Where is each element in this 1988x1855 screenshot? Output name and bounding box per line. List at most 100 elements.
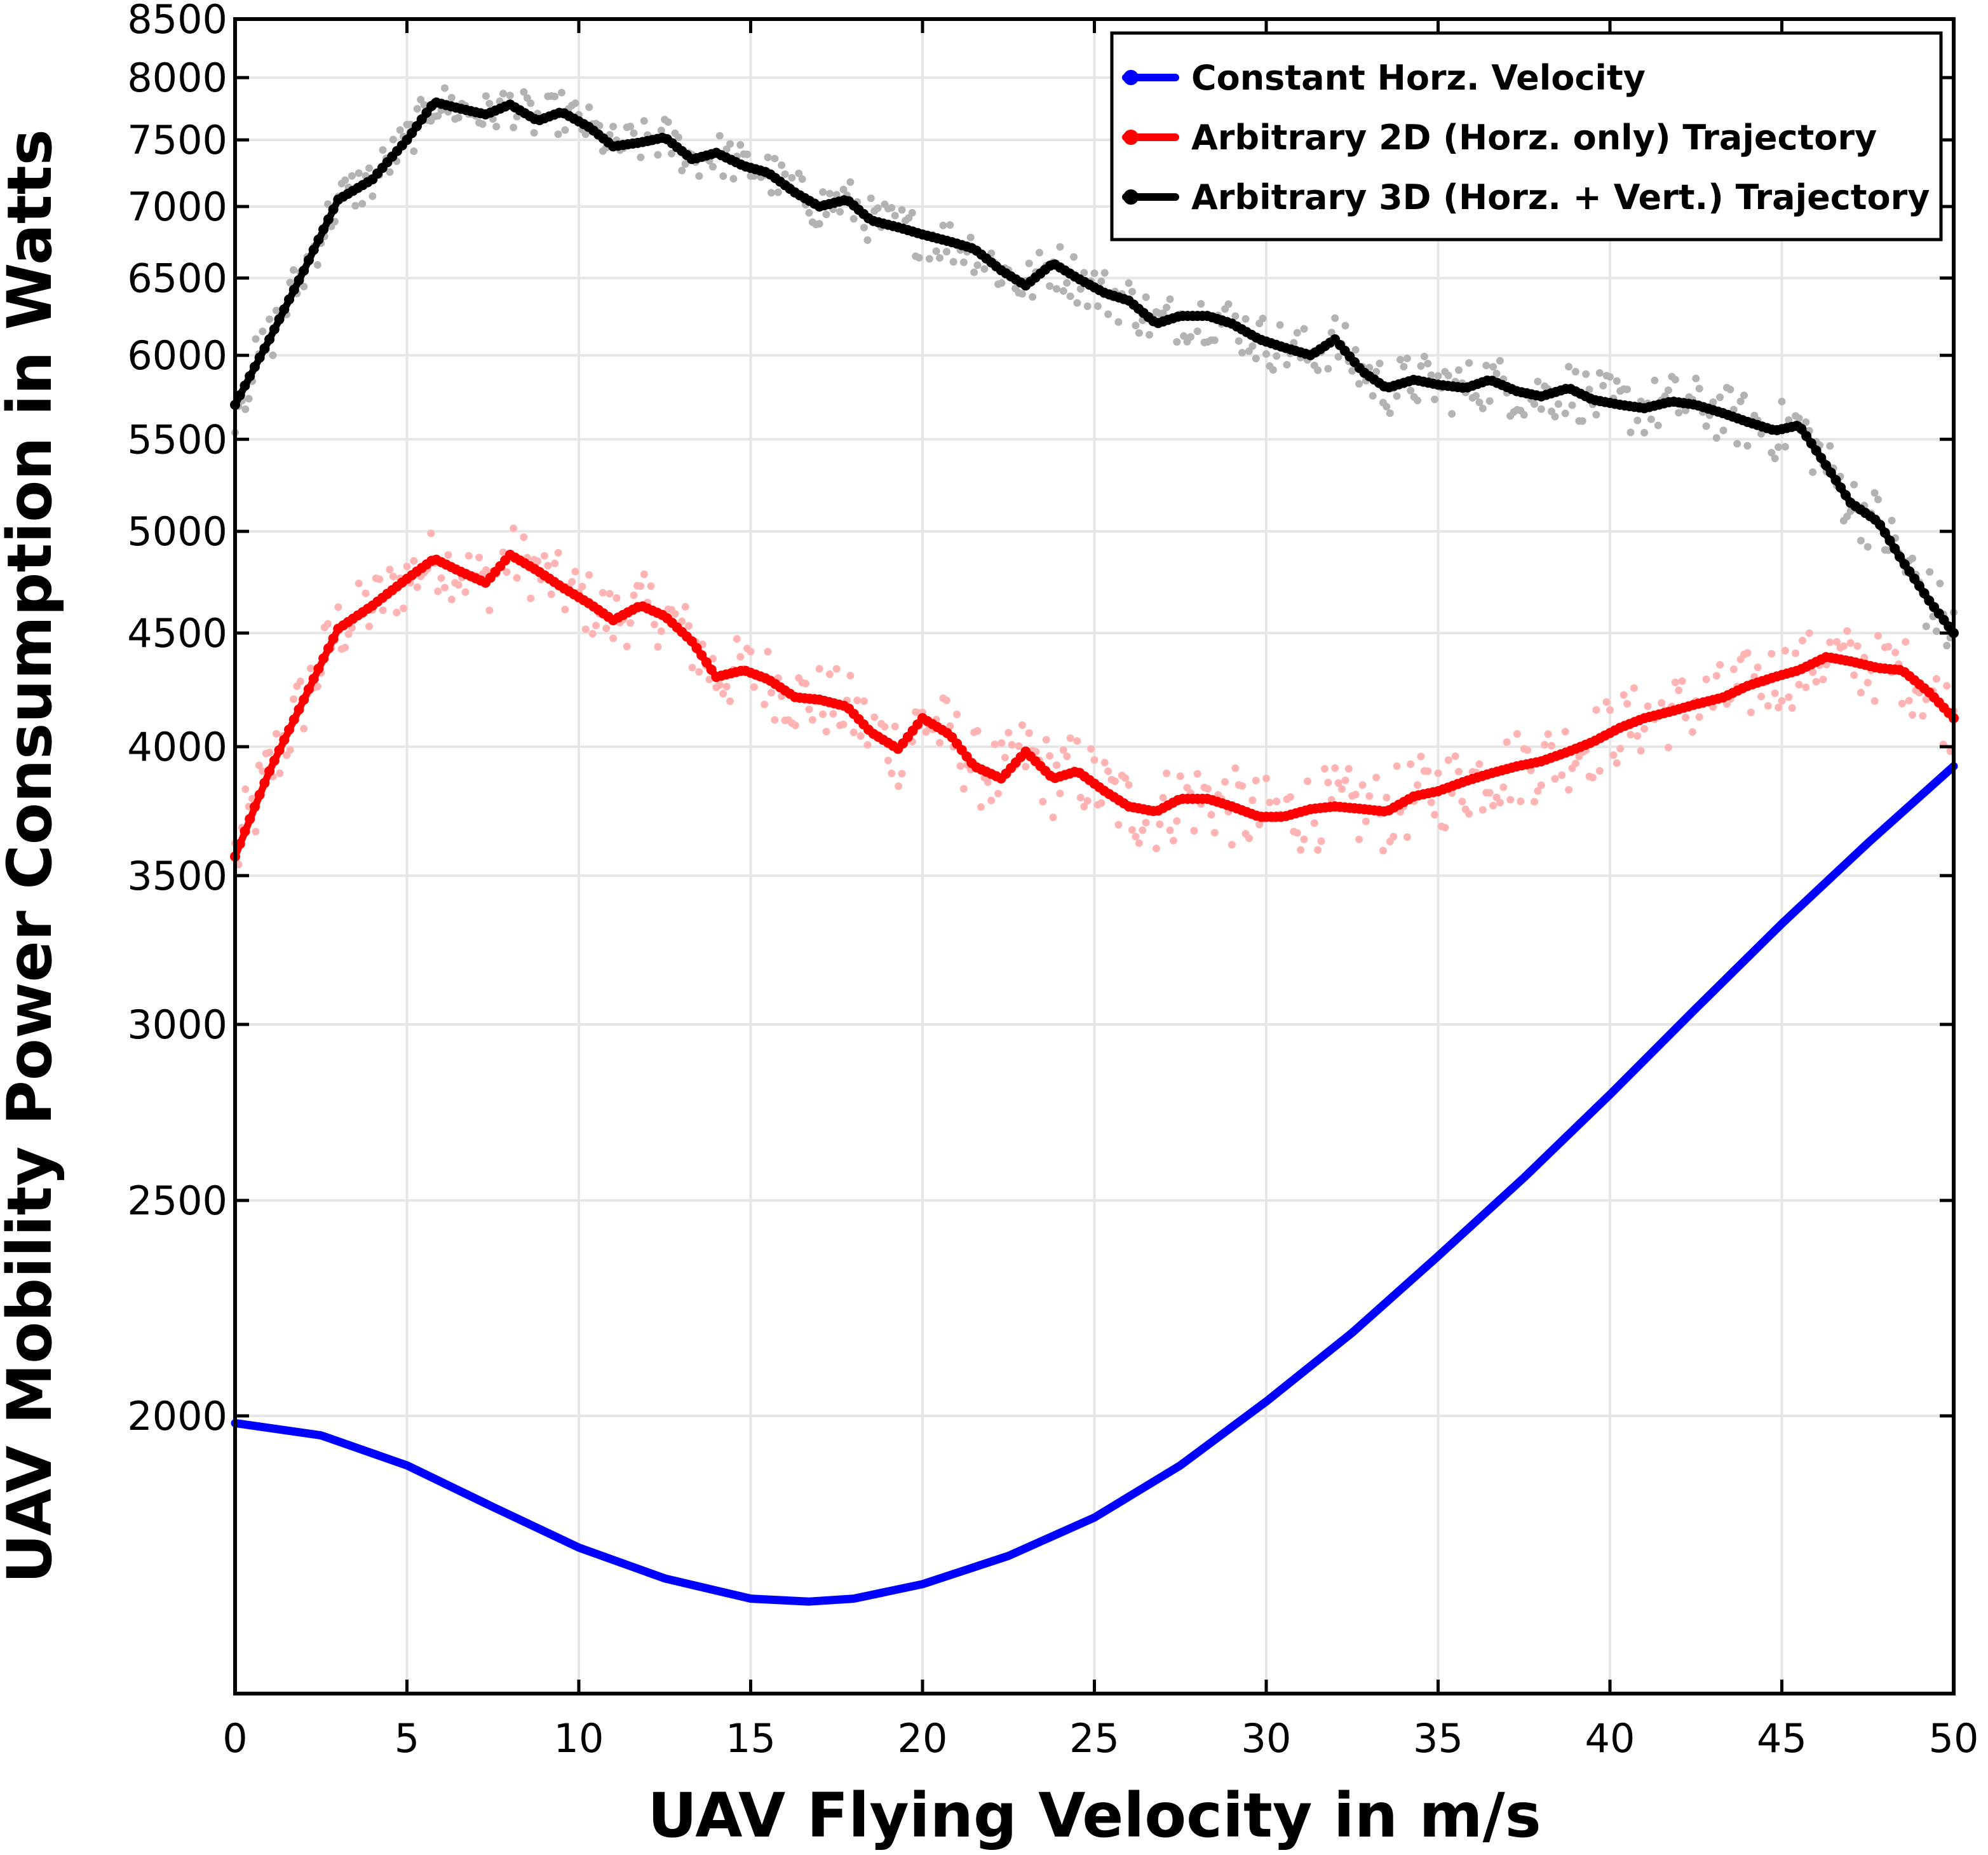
scatter-point [898, 206, 906, 214]
scatter-point [1231, 764, 1240, 772]
scatter-point [708, 163, 717, 171]
scatter-point [1100, 759, 1109, 767]
scatter-point [925, 255, 933, 263]
series-marker [234, 838, 245, 849]
scatter-point [482, 566, 490, 574]
scatter-point [949, 257, 957, 266]
scatter-point [771, 716, 779, 724]
scatter-point [657, 627, 665, 635]
scatter-point [678, 617, 686, 625]
scatter-point [895, 782, 903, 791]
scatter-point [289, 695, 297, 703]
scatter-point [839, 720, 848, 728]
y-tick-label: 7000 [127, 184, 227, 230]
series-marker [1894, 551, 1905, 562]
scatter-point [715, 681, 724, 689]
scatter-point [499, 90, 507, 98]
scatter-point [1613, 759, 1621, 767]
scatter-point [688, 663, 696, 672]
scatter-point [888, 203, 896, 212]
scatter-point [984, 778, 992, 786]
scatter-point [400, 604, 408, 613]
scatter-point [836, 208, 844, 216]
series-marker [1890, 543, 1900, 554]
series-marker [691, 642, 702, 653]
series-marker [254, 789, 265, 800]
scatter-point [1400, 362, 1408, 370]
scatter-point [1558, 771, 1566, 779]
scatter-point [1664, 386, 1672, 395]
scatter-point [1465, 810, 1473, 818]
scatter-point [1369, 391, 1377, 400]
scatter-point [1344, 764, 1353, 773]
series-marker [269, 324, 280, 335]
scatter-point [1819, 676, 1827, 684]
scatter-point [598, 588, 607, 597]
scatter-point [1139, 826, 1147, 834]
scatter-point [1843, 627, 1851, 635]
scatter-point [1499, 783, 1508, 791]
scatter-point [547, 590, 555, 599]
scatter-point [860, 224, 869, 232]
scatter-point [365, 164, 373, 172]
scatter-point [657, 126, 665, 135]
scatter-point [664, 118, 672, 126]
scatter-point [1588, 773, 1597, 782]
scatter-point [478, 120, 487, 128]
series-marker [323, 214, 334, 225]
scatter-point [908, 208, 916, 217]
series-marker [259, 777, 270, 788]
scatter-point [1664, 744, 1672, 752]
scatter-point [1530, 798, 1538, 806]
x-tick-label: 40 [1585, 1715, 1635, 1762]
scatter-point [1403, 355, 1411, 363]
scatter-point [492, 123, 501, 131]
scatter-point [798, 175, 806, 183]
scatter-point [1173, 338, 1181, 346]
scatter-point [973, 727, 982, 735]
scatter-point [1863, 543, 1872, 551]
scatter-point [1434, 769, 1442, 777]
series-marker [318, 224, 329, 235]
scatter-point [259, 327, 267, 336]
scatter-point [1606, 706, 1614, 714]
scatter-point [1585, 385, 1593, 393]
scatter-point [1334, 779, 1342, 787]
scatter-point [623, 642, 631, 651]
scatter-point [771, 154, 779, 163]
scatter-point [867, 194, 875, 203]
y-tick-label: 2500 [127, 1178, 227, 1224]
scatter-point [1234, 337, 1243, 345]
scatter-point [1169, 836, 1177, 845]
series-marker [264, 334, 275, 344]
scatter-point [355, 580, 363, 588]
scatter-point [1300, 325, 1308, 333]
scatter-point [1812, 677, 1820, 686]
scatter-point [942, 248, 950, 256]
scatter-point [651, 620, 659, 629]
scatter-point [1128, 826, 1137, 834]
scatter-point [571, 99, 579, 107]
scatter-point [994, 789, 1003, 798]
scatter-point [344, 630, 353, 638]
scatter-point [1874, 496, 1882, 504]
scatter-point [1314, 846, 1322, 854]
scatter-point [819, 710, 827, 719]
scatter-point [1651, 376, 1659, 384]
y-tick-label: 4500 [127, 610, 227, 656]
scatter-point [386, 168, 394, 176]
scatter-point [1414, 781, 1422, 789]
series-marker [279, 304, 290, 315]
scatter-point [932, 247, 940, 255]
scatter-point [307, 664, 315, 672]
scatter-point [1324, 778, 1332, 787]
scatter-point [1475, 760, 1484, 768]
scatter-point [1283, 360, 1291, 369]
scatter-point [348, 172, 356, 180]
scatter-point [1839, 642, 1848, 650]
scatter-point [1146, 330, 1154, 339]
scatter-point [612, 594, 621, 602]
scatter-point [1386, 409, 1394, 418]
x-tick-label: 20 [898, 1715, 948, 1762]
scatter-point [1675, 686, 1683, 695]
